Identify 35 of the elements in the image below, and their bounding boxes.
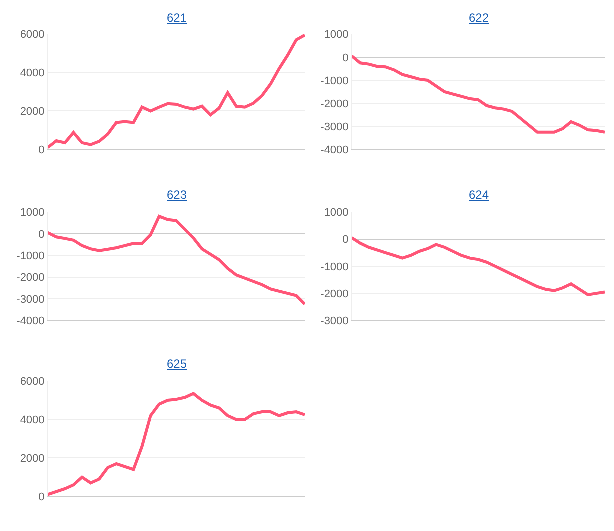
y-tick-label: 0 [342, 52, 349, 64]
y-tick-label: 2000 [20, 106, 45, 118]
y-tick-label: 2000 [20, 453, 45, 466]
y-tick-label: 1000 [324, 207, 349, 220]
y-tick-label: -1000 [320, 75, 349, 88]
y-tick-label: -3000 [320, 316, 349, 328]
y-tick-label: -4000 [320, 144, 349, 156]
line-series [48, 34, 305, 150]
chart-title: 625 [167, 357, 188, 371]
chart-title: 622 [469, 11, 490, 25]
y-tick-label: 0 [342, 234, 349, 246]
y-tick-label: -2000 [320, 288, 349, 300]
y-tick-label: -1000 [16, 250, 45, 262]
y-tick-label: 4000 [20, 68, 45, 80]
y-tick-label: -3000 [16, 294, 45, 306]
chart-title: 623 [167, 188, 188, 202]
line-series [48, 392, 305, 496]
line-series [352, 236, 605, 296]
y-tick-label: 6000 [20, 29, 45, 42]
line-series [48, 215, 305, 306]
line-series [352, 54, 605, 134]
y-tick-label: 4000 [20, 414, 45, 427]
y-tick-label: 1000 [324, 29, 349, 42]
y-tick-label: 6000 [20, 376, 45, 388]
y-tick-label: -2000 [320, 98, 349, 110]
y-tick-label: 0 [38, 144, 45, 156]
y-tick-label: -1000 [320, 261, 349, 274]
y-tick-label: 0 [38, 228, 45, 241]
chart-title: 621 [167, 11, 188, 25]
y-tick-label: -4000 [16, 316, 45, 328]
y-tick-label: -2000 [16, 272, 45, 284]
chart-title: 624 [469, 188, 490, 202]
y-tick-label: 1000 [20, 207, 45, 220]
y-tick-label: 0 [38, 491, 45, 504]
y-tick-label: -3000 [320, 121, 349, 134]
